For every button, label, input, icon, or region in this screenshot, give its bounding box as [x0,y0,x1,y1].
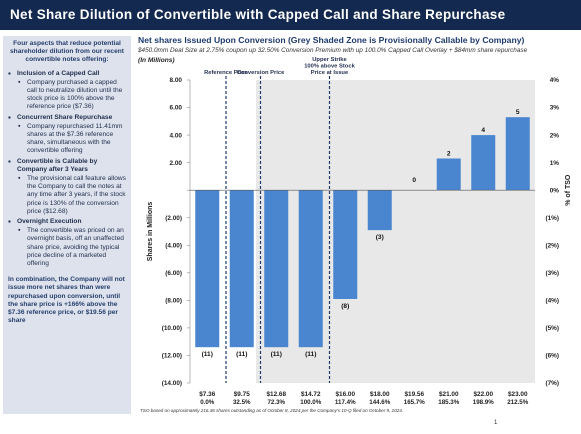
chart-title: Net shares Issued Upon Conversion (Grey … [138,35,525,45]
reference-line-label: Upper Strike 100% above Stock Price at Iss… [304,57,355,76]
y-tick-label: 6.00 [170,105,183,112]
data-label: (11) [305,351,316,358]
y2-tick-label: 0% [550,187,560,194]
y2-tick-label: (5%) [546,325,560,332]
y-tick-label: (12.00) [162,353,182,360]
x-tick-sublabel: 212.5% [507,399,528,406]
aspect-item: Convertible is Callable by Company after… [8,158,126,216]
y-tick-label: (2.00) [165,215,182,222]
aspect-title: Convertible is Callable by Company after… [17,157,98,173]
aspect-item: Concurrent Share Repurchase Company repu… [8,114,126,156]
y-tick-label: 2.00 [170,160,183,167]
y-tick-label: (6.00) [165,270,182,277]
data-bar [505,117,530,191]
x-tick-label: $12.68 [266,391,286,398]
aspect-detail: Company repurchased 11.41mm shares at th… [17,123,126,156]
aspect-title: Concurrent Share Repurchase [17,113,113,121]
data-label: (3) [376,234,384,241]
chart-footnote: TSO based on approximately 216.36 shares… [140,408,404,413]
y-tick-label: (10.00) [162,325,182,332]
data-label: 5 [516,109,520,116]
data-label: (8) [341,303,349,310]
y-tick-label: (4.00) [165,242,182,249]
y2-tick-label: (3%) [546,270,560,277]
aspect-list: Inclusion of a Capped Call Company purch… [8,70,126,269]
chart-unit-label: (In Millions) [138,57,175,64]
data-label: (11) [236,351,247,358]
chart-subtitle: $450.0mm Deal Size at 2.75% coupon up 32… [138,47,528,54]
aspect-detail: The convertible was priced on an overnig… [17,227,126,268]
x-tick-label: $23.00 [508,391,528,398]
data-bar [229,190,254,348]
reference-line-label: Reference Price [204,70,249,76]
y2-tick-label: (6%) [546,353,560,360]
y2-axis-title: % of TSO [565,174,572,206]
data-bar [436,158,461,191]
sidebar-conclusion: In combination, the Company will not iss… [8,276,125,325]
data-label: 2 [447,151,451,158]
x-tick-sublabel: 0.0% [200,399,215,406]
x-tick-sublabel: 117.4% [335,399,356,406]
data-bar [195,190,220,348]
y2-tick-label: 3% [550,105,560,112]
x-tick-label: $22.00 [473,391,493,398]
x-tick-sublabel: 198.9% [473,399,494,406]
x-tick-sublabel: 72.3% [267,399,285,406]
y2-tick-label: (7%) [546,380,560,387]
x-tick-label: $21.00 [439,391,459,398]
data-label: (11) [202,351,213,358]
slide-title: Net Share Dilution of Convertible with C… [0,0,581,30]
y2-tick-label: 2% [550,132,560,139]
aspect-title: Inclusion of a Capped Call [17,69,100,77]
y2-tick-label: (4%) [546,298,560,305]
x-tick-label: $19.56 [404,391,424,398]
x-tick-label: $16.00 [335,391,355,398]
data-bar [264,190,289,348]
sidebar-intro: Four aspects that reduce potential share… [10,40,124,64]
y2-tick-label: 1% [550,160,560,167]
y-tick-label: 8.00 [170,77,183,84]
y2-tick-label: 4% [550,77,560,84]
data-bar [367,190,392,231]
y-tick-label: 4.00 [170,132,183,139]
x-tick-sublabel: 185.3% [438,399,459,406]
aspect-detail: The provisional call feature allows the … [17,175,126,216]
aspect-item: Inclusion of a Capped Call Company purch… [8,70,126,112]
x-tick-sublabel: 100.0% [300,399,321,406]
callable-zone-shading [256,80,535,383]
data-bar [333,190,358,299]
y-tick-label: (8.00) [165,298,182,305]
x-tick-label: $18.00 [370,391,390,398]
x-tick-label: $9.75 [234,391,250,398]
sidebar-panel: Four aspects that reduce potential share… [3,36,131,414]
aspect-title: Overnight Execution [17,218,82,226]
aspect-detail: Company purchased a capped call to neutr… [17,79,126,112]
reference-line-label: Conversion Price [237,70,285,76]
y2-tick-label: (1%) [546,215,560,222]
data-label: 4 [481,127,485,134]
y-tick-label: (14.00) [162,380,182,387]
x-tick-label: $7.36 [199,391,215,398]
x-tick-label: $14.72 [301,391,321,398]
page-number: 1 [494,420,498,426]
y-axis-title: Shares in Millions [147,202,154,262]
y2-tick-label: (2%) [546,242,560,249]
aspect-item: Overnight Execution The convertible was … [8,218,126,268]
x-tick-sublabel: 144.6% [369,399,390,406]
x-tick-sublabel: 32.5% [233,399,251,406]
data-bar [471,135,496,191]
data-label: 0 [412,177,416,184]
x-tick-sublabel: 165.7% [404,399,425,406]
data-bar [298,190,323,348]
data-label: (11) [271,351,282,358]
